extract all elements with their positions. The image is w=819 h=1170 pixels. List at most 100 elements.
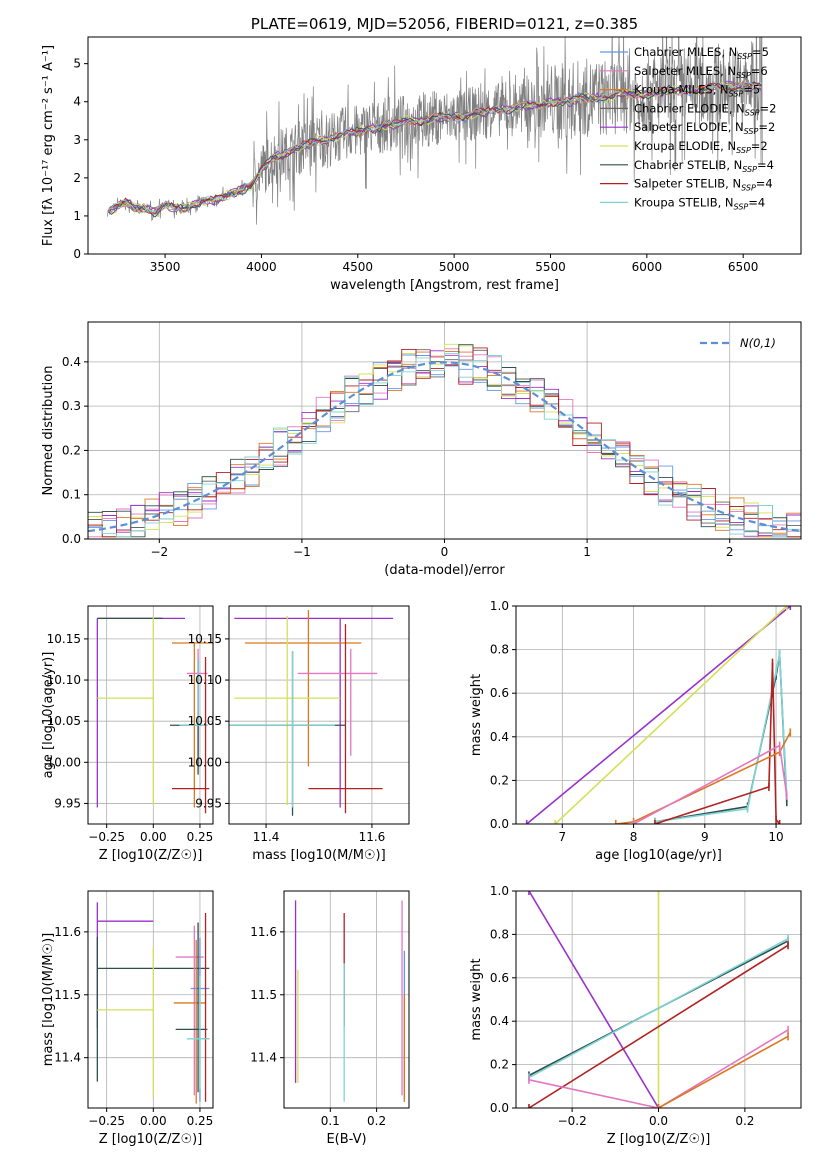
model-line (108, 81, 762, 216)
y-tick-label: 0.2 (62, 443, 81, 457)
x-tick-label: 5500 (535, 260, 566, 274)
y-tick-label: 10.05 (47, 714, 81, 728)
errorbar-point (173, 940, 206, 1104)
legend-entry: Salpeter MILES, NSSP=6 (634, 64, 768, 80)
x-axis-label: Z [log10(Z/Z☉)] (607, 1132, 711, 1147)
y-tick-label: 0 (73, 247, 81, 261)
plot-area (88, 606, 213, 824)
x-tick-label: 4000 (246, 260, 277, 274)
y-tick-label: 9.95 (54, 796, 81, 810)
legend-entry: Chabrier MILES, NSSP=5 (634, 45, 769, 61)
y-tick-label: 11.6 (250, 925, 277, 939)
panel-age_vs_Z: −0.25 0.00 0.25 9.95 10.00 10.05 10.10 10.15 Z [… (41, 605, 214, 863)
y-tick-label: 1.0 (490, 599, 509, 613)
x-tick-label: 10 (768, 830, 783, 844)
x-tick-label: −2 (150, 545, 168, 559)
x-tick-label: 0.1 (321, 1114, 340, 1128)
mass-weight-line (528, 1029, 789, 1108)
plot-area (229, 606, 409, 824)
y-tick-label: 10.10 (47, 673, 81, 687)
x-axis-label: (data-model)/error (384, 563, 505, 578)
errorbar-point (97, 946, 154, 1098)
y-tick-label: 10.15 (188, 632, 222, 646)
y-tick-label: 10.00 (47, 755, 81, 769)
plot-area (106, 37, 763, 225)
mass-weight-line (526, 606, 791, 824)
plot-area (284, 891, 409, 1108)
x-tick-label: 0.00 (140, 1114, 167, 1128)
legend-entry: Kroupa STELIB, NSSP=4 (634, 195, 765, 211)
y-tick-label: 11.5 (250, 988, 277, 1002)
y-tick-label: 11.4 (54, 1051, 81, 1065)
x-tick-label: 4500 (343, 260, 374, 274)
x-tick-label: 0.0 (649, 1114, 668, 1128)
y-tick-label: 4 (73, 95, 81, 109)
mass-weight-line (654, 653, 788, 823)
axes-frame (87, 36, 802, 255)
axes-frame (515, 890, 802, 1109)
plot-area (88, 322, 801, 539)
errorbar-point (308, 624, 383, 814)
errorbar-point (234, 617, 394, 808)
x-tick-label: 0.2 (735, 1114, 754, 1128)
legend-entry: Chabrier ELODIE, NSSP=2 (634, 101, 776, 117)
y-tick-label: 0.8 (490, 643, 509, 657)
panel-massweight_vs_Z: −0.2 0.0 0.2 0.0 0.2 0.4 0.6 0.8 1.0 Z [log10(Z/Z… (469, 884, 802, 1147)
legend-entry: Kroupa ELODIE, NSSP=2 (634, 139, 768, 155)
x-tick-label: −0.25 (88, 1114, 125, 1128)
errorbar-point (175, 925, 204, 1096)
x-tick-label: 0 (441, 545, 449, 559)
x-tick-label: 0.25 (187, 830, 214, 844)
axes-frame (87, 321, 802, 540)
y-tick-label: 0.4 (490, 730, 509, 744)
plot-area (516, 606, 801, 824)
errorbar-point (244, 610, 362, 767)
panel-massweight_vs_age: 7 8 9 10 0.0 0.2 0.4 0.6 0.8 1.0 age [log10(age/yr… (469, 599, 802, 863)
x-tick-label: 7 (558, 830, 566, 844)
mass-weight-line (528, 937, 789, 1079)
y-tick-label: 9.95 (195, 796, 222, 810)
mass-weight-line (554, 606, 788, 824)
errorbar-point (171, 657, 210, 814)
x-tick-label: 9 (701, 830, 709, 844)
errorbar-point (96, 617, 186, 808)
y-tick-label: 0.0 (490, 817, 509, 831)
normal-curve-line (88, 361, 801, 533)
x-tick-label: 0.2 (367, 1114, 386, 1128)
mass-weight-line (528, 891, 660, 1108)
x-tick-label: 6500 (728, 260, 759, 274)
x-tick-label: 3500 (150, 260, 181, 274)
mass-weight-line (654, 653, 788, 823)
x-tick-label: 0.00 (140, 830, 167, 844)
chart-title: PLATE=0619, MJD=52056, FIBERID=0121, z=0… (251, 15, 638, 33)
legend-entry: N(0,1) (740, 336, 776, 350)
y-tick-label: 0.4 (62, 355, 81, 369)
y-tick-label: 11.4 (250, 1051, 277, 1065)
y-tick-label: 0.2 (490, 773, 509, 787)
panel-spectrum: 3500 4000 4500 5000 5500 6000 6500 0 1 2 3 4 5 wavele… (41, 15, 802, 293)
errorbar-point (297, 648, 378, 756)
errorbar-point (234, 615, 341, 806)
y-tick-label: 0.2 (490, 1058, 509, 1072)
axes-frame (87, 890, 214, 1109)
errorbar-point (229, 651, 335, 808)
y-tick-label: 0.0 (490, 1101, 509, 1115)
y-tick-label: 0.0 (62, 532, 81, 546)
legend-entry: Salpeter STELIB, NSSP=4 (634, 177, 773, 193)
x-tick-label: 5000 (439, 260, 470, 274)
x-tick-label: 1 (583, 545, 591, 559)
y-tick-label: 10.00 (188, 755, 222, 769)
axes-frame (87, 605, 214, 825)
x-axis-label: mass [log10(M/M☉)] (252, 848, 385, 863)
panel-mass_vs_ebv: 0.1 0.2 11.4 11.5 11.6 E(B-V) (250, 890, 410, 1147)
x-axis-label: wavelength [Angstrom, rest frame] (330, 278, 559, 293)
x-axis-label: Z [log10(Z/Z☉)] (99, 848, 203, 863)
y-tick-label: 0.8 (490, 927, 509, 941)
mass-weight-line (528, 944, 789, 1108)
y-axis-label: age [log10(age/yr)] (41, 652, 56, 779)
y-tick-label: 5 (73, 57, 81, 71)
y-tick-label: 10.05 (188, 714, 222, 728)
y-axis-label: mass weight (469, 674, 484, 756)
model-line (108, 80, 762, 213)
y-tick-label: 0.6 (490, 971, 509, 985)
